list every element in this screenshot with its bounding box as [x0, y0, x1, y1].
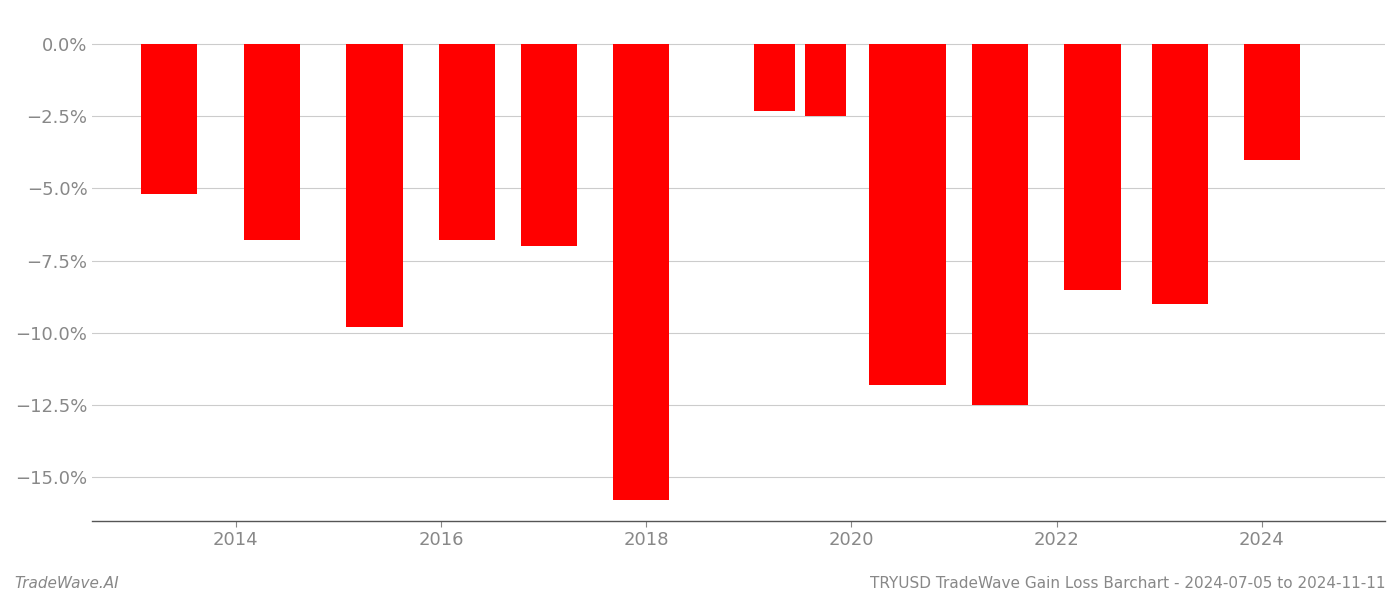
Text: TRYUSD TradeWave Gain Loss Barchart - 2024-07-05 to 2024-11-11: TRYUSD TradeWave Gain Loss Barchart - 20…: [871, 576, 1386, 591]
Bar: [346, 44, 403, 327]
Bar: [1245, 44, 1301, 160]
Bar: [1064, 44, 1121, 290]
Bar: [972, 44, 1029, 405]
Bar: [141, 44, 197, 194]
Bar: [613, 44, 669, 500]
Bar: [521, 44, 577, 246]
Bar: [869, 44, 946, 385]
Bar: [755, 44, 795, 110]
Text: TradeWave.AI: TradeWave.AI: [14, 576, 119, 591]
Bar: [438, 44, 496, 241]
Bar: [244, 44, 300, 241]
Bar: [805, 44, 847, 116]
Bar: [1152, 44, 1208, 304]
